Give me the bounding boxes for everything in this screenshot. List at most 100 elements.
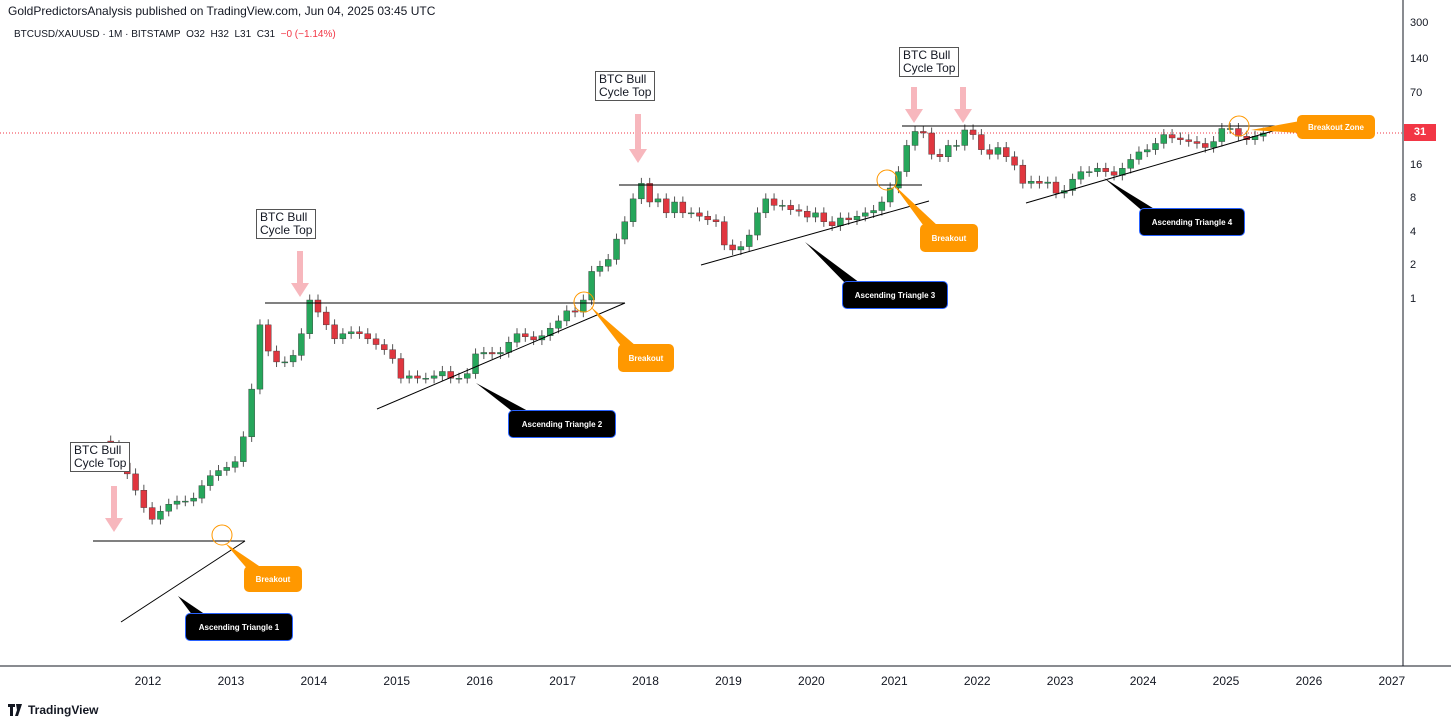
- candle-body: [522, 333, 529, 337]
- x-tick-label: 2027: [1378, 674, 1406, 688]
- candle-body: [745, 234, 753, 247]
- candle-body: [770, 198, 778, 206]
- bull-cycle-top-label-3: BTC Bull Cycle Top: [595, 71, 656, 101]
- bull-top-1-line2: Cycle Top: [74, 456, 127, 470]
- bull-top-3-line2: Cycle Top: [599, 85, 652, 99]
- bull-top-arrow-shaft: [960, 87, 966, 111]
- candle-body: [853, 216, 861, 221]
- candle-body: [845, 217, 852, 221]
- breakout-zone-pointer: [1251, 121, 1300, 133]
- candle-body: [248, 388, 255, 438]
- bull-top-arrow-head: [105, 518, 123, 532]
- candle-body: [862, 212, 869, 217]
- bull-top-arrow-head: [291, 283, 309, 297]
- candle-body: [505, 341, 512, 353]
- candle-body: [837, 217, 844, 226]
- x-tick-label: 2022: [963, 674, 991, 688]
- candle-body: [1168, 134, 1176, 139]
- candle-body: [704, 216, 711, 221]
- candle-body: [737, 246, 745, 251]
- candle-body: [903, 145, 910, 172]
- high-label: H: [210, 29, 218, 40]
- candle-body: [646, 183, 653, 203]
- candle-body: [231, 461, 239, 468]
- candle-body: [190, 497, 197, 502]
- candle-body: [555, 320, 562, 329]
- candle-body: [1011, 156, 1018, 166]
- bull-top-arrow-shaft: [911, 87, 917, 111]
- bull-top-arrow-head: [629, 149, 647, 163]
- candle-body: [538, 335, 546, 341]
- candle-body: [654, 198, 662, 203]
- candle-body: [1202, 143, 1209, 148]
- candle-body: [223, 467, 230, 471]
- candle-body: [978, 134, 985, 150]
- bull-top-4-line2: Cycle Top: [903, 61, 956, 75]
- candle-body: [1044, 181, 1051, 184]
- candle-body: [945, 145, 952, 158]
- candle-body: [472, 353, 479, 374]
- candle-body: [1185, 139, 1192, 142]
- candle-body: [364, 333, 371, 340]
- candle-body: [298, 333, 305, 356]
- ascending-triangle-1-callout: Ascending Triangle 1: [185, 613, 293, 641]
- x-tick-label: 2017: [549, 674, 576, 688]
- candle-body: [895, 171, 902, 189]
- candle-body: [381, 344, 388, 350]
- y-tick-label: 1: [1410, 293, 1417, 305]
- candle-body: [1218, 128, 1226, 142]
- candle-body: [281, 361, 289, 364]
- candle-body: [986, 149, 993, 155]
- bull-top-2-line1: BTC Bull: [260, 210, 308, 224]
- candle-body: [696, 212, 703, 217]
- triangle-support-line: [1025, 125, 1291, 204]
- tradingview-logo[interactable]: TradingView: [8, 703, 98, 717]
- candle-body: [140, 490, 148, 508]
- candle-body: [430, 375, 438, 379]
- triangle-support-line: [120, 540, 246, 623]
- candle-body: [1027, 181, 1035, 184]
- candle-body: [613, 238, 620, 260]
- bull-top-4-line1: BTC Bull: [903, 48, 951, 62]
- y-tick-label: 70: [1410, 87, 1423, 99]
- candle-body: [447, 371, 454, 379]
- publisher-line: GoldPredictorsAnalysis published on Trad…: [8, 4, 436, 18]
- candle-body: [1144, 149, 1151, 153]
- ascending-triangle-2-callout: Ascending Triangle 2: [508, 410, 616, 438]
- candle-body: [886, 187, 894, 203]
- breakout-callout-3: Breakout: [920, 224, 978, 252]
- candle-body: [546, 327, 554, 336]
- candle-body: [323, 311, 330, 326]
- candle-body: [1069, 178, 1076, 191]
- candle-body: [1127, 159, 1134, 169]
- candle-body: [712, 219, 720, 222]
- candle-body: [1177, 137, 1184, 140]
- candle-body: [629, 198, 637, 222]
- candle-body: [273, 350, 280, 363]
- candle-body: [1135, 151, 1143, 160]
- candle-body: [339, 333, 347, 340]
- candle-body: [729, 244, 736, 251]
- bull-top-arrow-shaft: [111, 486, 117, 520]
- low-value: 31: [240, 29, 252, 40]
- candle-body: [671, 201, 678, 214]
- candle-body: [605, 259, 612, 267]
- candle-body: [1210, 141, 1217, 148]
- close-label: C: [256, 29, 264, 40]
- candle-body: [422, 378, 429, 380]
- candle-body: [621, 221, 629, 240]
- candle-body: [464, 373, 471, 379]
- candle-body: [1019, 164, 1027, 184]
- breakout-circle: [573, 291, 595, 313]
- candle-body: [787, 205, 794, 210]
- triangle-pointer: [1104, 178, 1156, 214]
- candle-body: [397, 358, 405, 379]
- triangle-pointer: [476, 383, 528, 416]
- candle-body: [347, 331, 355, 334]
- candle-body: [265, 324, 272, 352]
- breakout-zone-callout: Breakout Zone: [1297, 115, 1375, 139]
- breakout-pointer: [225, 543, 262, 572]
- candle-body: [596, 266, 604, 272]
- y-tick-label: 140: [1410, 53, 1429, 65]
